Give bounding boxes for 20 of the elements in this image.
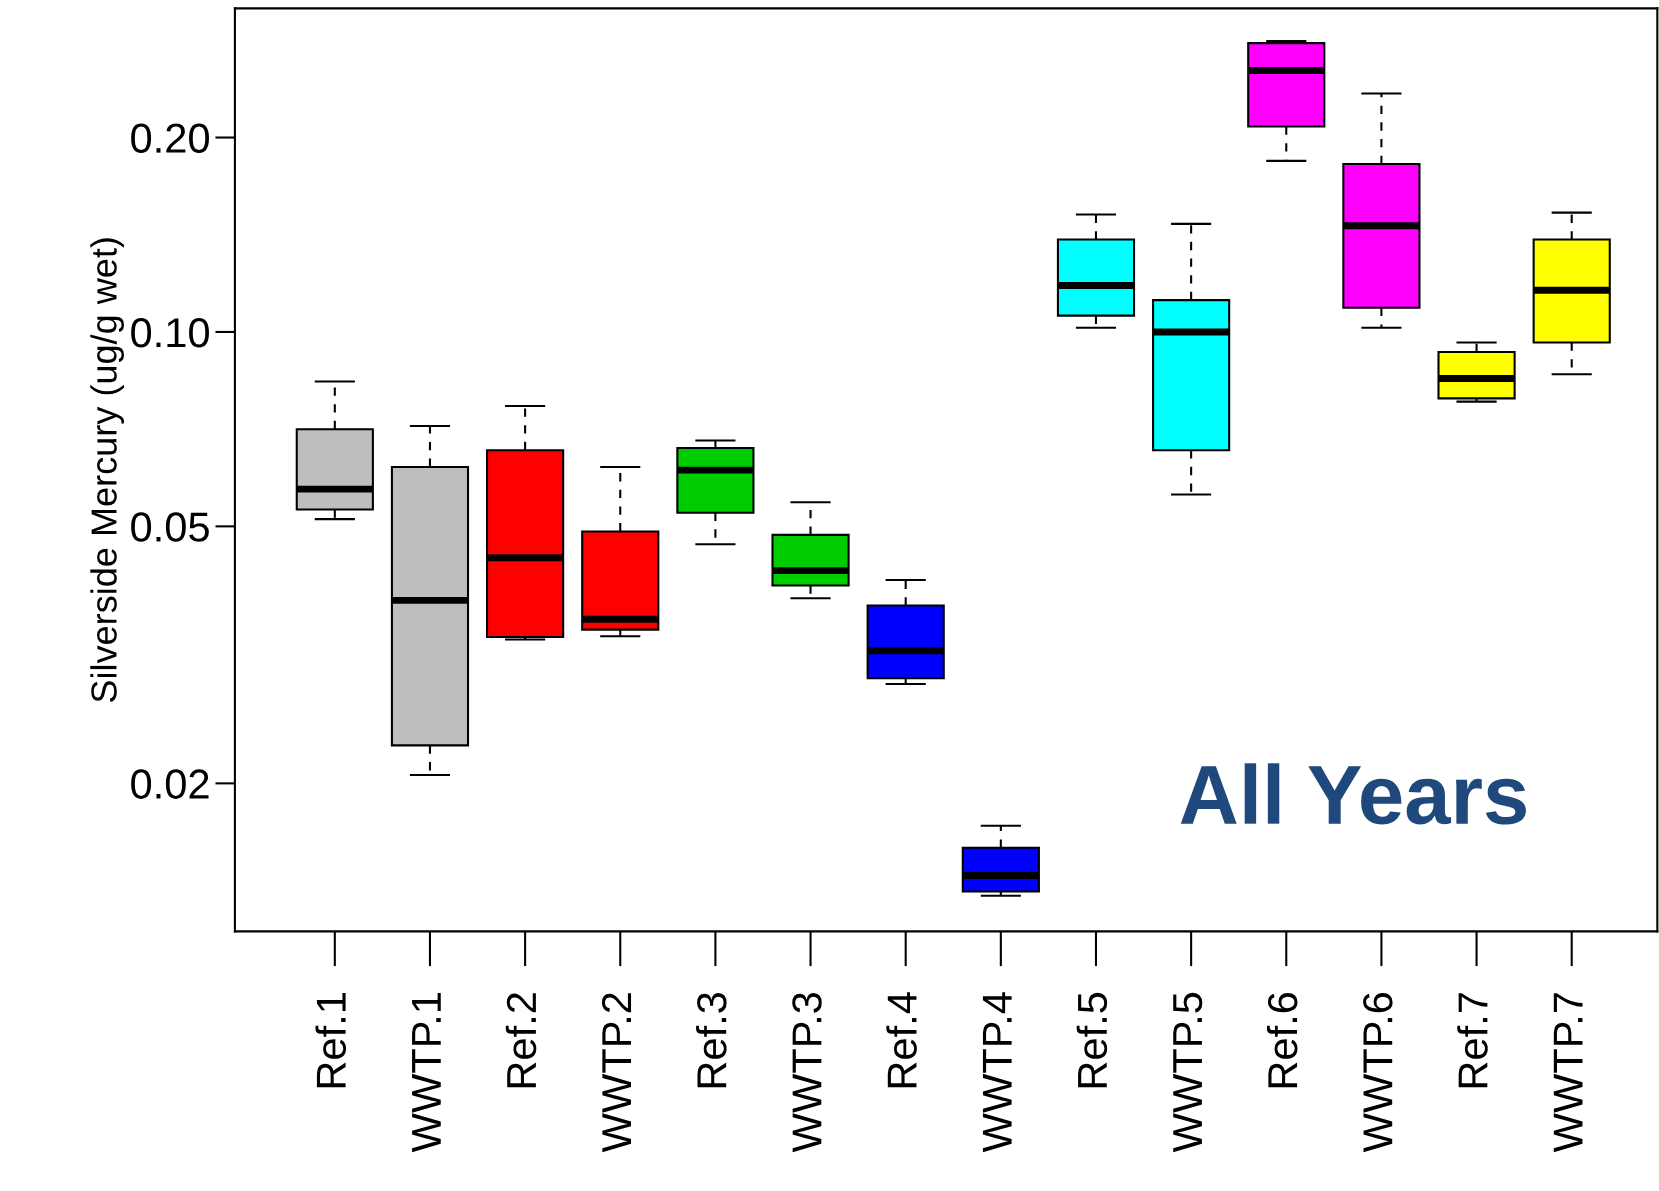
x-tick-label: Ref.4 <box>886 992 917 1088</box>
x-tick-label: Ref.3 <box>696 992 727 1088</box>
y-tick-label: 0.02 <box>131 769 209 799</box>
x-tick-label: WWTP.3 <box>792 992 822 1153</box>
y-axis-title: Silverside Mercury (ug/g wet) <box>90 238 124 702</box>
x-tick-label: Ref.6 <box>1266 992 1298 1088</box>
x-tick-label: Ref.1 <box>315 993 346 1088</box>
annotation: All Years <box>1180 763 1526 825</box>
y-tick-label: 0.05 <box>131 512 209 542</box>
x-tick-label: WWTP.2 <box>601 993 632 1153</box>
x-tick-label: Ref.2 <box>505 993 537 1088</box>
x-tick-label: WWTP.1 <box>412 993 441 1153</box>
x-tick-label: WWTP.5 <box>1173 992 1203 1153</box>
x-tick-label: WWTP.7 <box>1553 993 1583 1153</box>
x-tick-label: WWTP.6 <box>1363 992 1393 1153</box>
x-tick-label: WWTP.4 <box>982 992 1012 1153</box>
x-tick-label: Ref.7 <box>1457 993 1488 1088</box>
y-tick-label: 0.10 <box>131 317 209 348</box>
y-tick-label: 0.20 <box>131 123 209 154</box>
x-tick-label: Ref.5 <box>1076 992 1108 1088</box>
